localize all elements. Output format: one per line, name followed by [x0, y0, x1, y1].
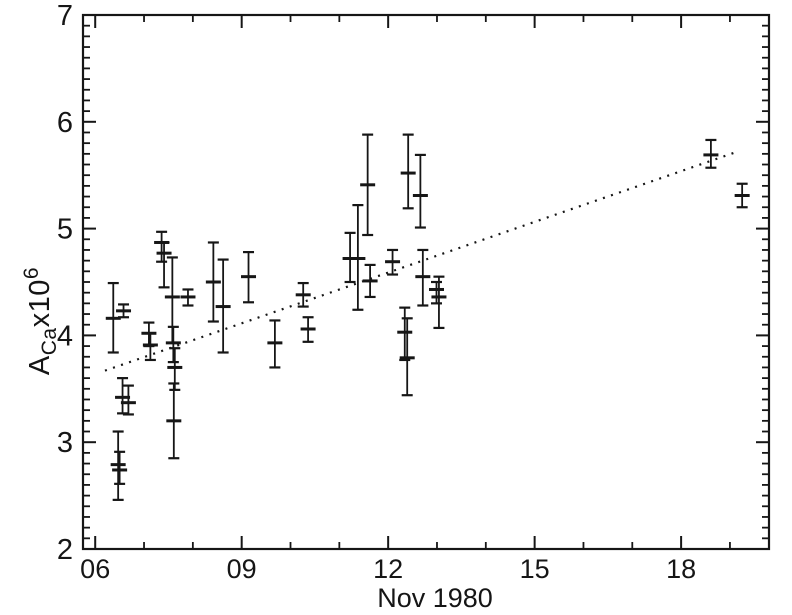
plot-frame	[81, 13, 771, 551]
y-axis-tick-label: 3	[57, 427, 73, 459]
y-axis-tick-label: 5	[57, 214, 73, 246]
x-axis-tick-label: 06	[80, 554, 110, 584]
x-axis-title: Nov 1980	[377, 583, 493, 613]
y-axis-tick-label: 6	[57, 107, 73, 139]
y-axis-title-exponent: 6	[20, 266, 43, 280]
x-axis-tick-label: 18	[666, 554, 696, 584]
y-axis-title-base: A	[24, 355, 56, 376]
y-axis-title-subscript: Ca	[38, 327, 61, 356]
fit-line	[104, 150, 738, 372]
y-axis-title: ACax106	[9, 216, 61, 426]
y-axis-tick-label: 4	[57, 320, 73, 352]
y-axis-title-multiplier: x10	[24, 279, 56, 328]
x-axis-tick-label: 15	[520, 554, 550, 584]
x-axis-tick-label: 09	[227, 554, 257, 584]
x-axis-tick-label: 12	[373, 554, 403, 584]
y-axis-tick-label: 7	[57, 0, 73, 32]
y-axis-tick-label: 2	[57, 534, 73, 566]
